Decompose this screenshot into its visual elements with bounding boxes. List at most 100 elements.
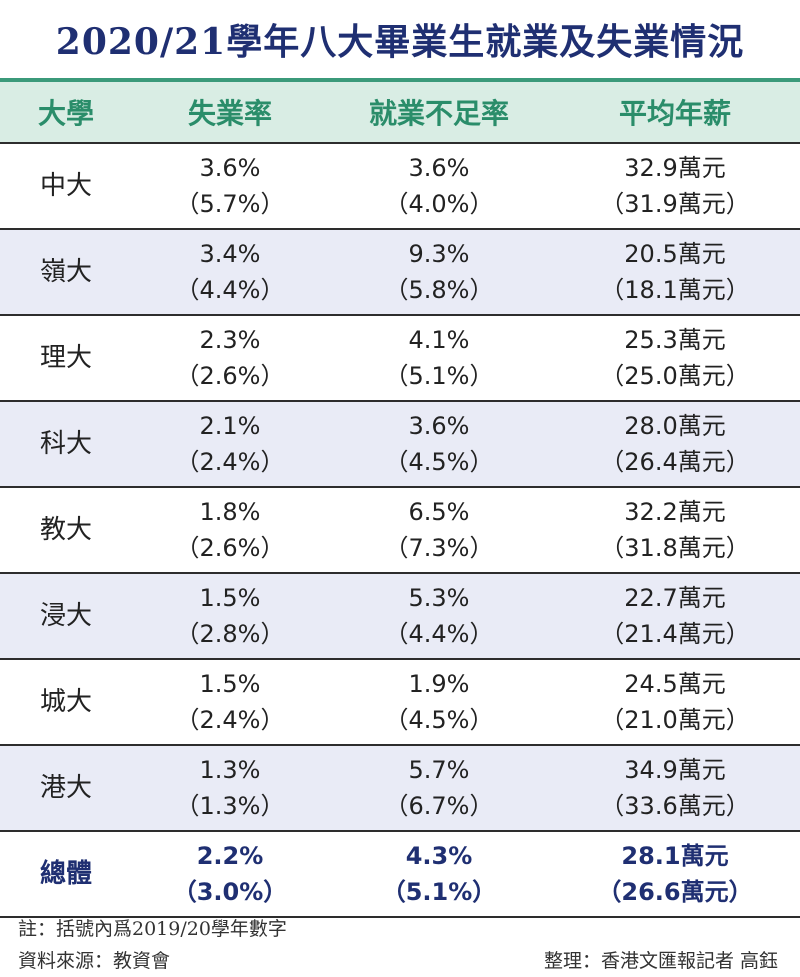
underemployment-cell: 5.3% （4.4%） <box>328 572 550 659</box>
current-value: 1.9% <box>408 670 470 698</box>
salary-cell: 24.5萬元 （21.0萬元） <box>550 658 800 745</box>
previous-value: （2.4%） <box>175 448 285 476</box>
current-value: 34.9萬元 <box>624 756 726 784</box>
underemployment-cell: 6.5% （7.3%） <box>328 486 550 573</box>
university-name: 嶺大 <box>0 228 132 315</box>
previous-value: （2.6%） <box>175 362 285 390</box>
previous-value: （1.3%） <box>175 792 285 820</box>
salary-cell: 28.1萬元 （26.6萬元） <box>550 830 800 918</box>
table-row: 教大 1.8% （2.6%） 6.5% （7.3%） 32.2萬元 （31.8萬元） <box>0 486 800 573</box>
current-value: 32.9萬元 <box>624 154 726 182</box>
previous-value: （4.5%） <box>384 706 494 734</box>
unemployment-cell: 3.4% （4.4%） <box>132 228 328 315</box>
previous-value: （18.1萬元） <box>600 276 750 304</box>
unemployment-cell: 2.3% （2.6%） <box>132 314 328 401</box>
current-value: 25.3萬元 <box>624 326 726 354</box>
current-value: 28.0萬元 <box>624 412 726 440</box>
university-name: 中大 <box>0 142 132 229</box>
current-value: 3.6% <box>408 154 470 182</box>
previous-value: （21.4萬元） <box>600 620 750 648</box>
page-title: 2020/21學年八大畢業生就業及失業情況 <box>55 21 745 63</box>
salary-cell: 34.9萬元 （33.6萬元） <box>550 744 800 831</box>
salary-cell: 20.5萬元 （18.1萬元） <box>550 228 800 315</box>
previous-value: （5.7%） <box>175 190 285 218</box>
underemployment-cell: 4.3% （5.1%） <box>328 830 550 918</box>
previous-value: （4.4%） <box>384 620 494 648</box>
current-value: 5.3% <box>408 584 470 612</box>
current-value: 20.5萬元 <box>624 240 726 268</box>
unemployment-cell: 1.3% （1.3%） <box>132 744 328 831</box>
university-name: 科大 <box>0 400 132 487</box>
current-value: 5.7% <box>408 756 470 784</box>
underemployment-cell: 4.1% （5.1%） <box>328 314 550 401</box>
current-value: 1.5% <box>199 584 261 612</box>
underemployment-cell: 5.7% （6.7%） <box>328 744 550 831</box>
current-value: 1.3% <box>199 756 261 784</box>
salary-cell: 32.2萬元 （31.8萬元） <box>550 486 800 573</box>
previous-value: （2.8%） <box>175 620 285 648</box>
unemployment-cell: 1.5% （2.4%） <box>132 658 328 745</box>
previous-value: （31.8萬元） <box>600 534 750 562</box>
university-name: 教大 <box>0 486 132 573</box>
underemployment-cell: 1.9% （4.5%） <box>328 658 550 745</box>
current-value: 6.5% <box>408 498 470 526</box>
underemployment-cell: 9.3% （5.8%） <box>328 228 550 315</box>
previous-value: （6.7%） <box>384 792 494 820</box>
previous-value: （5.1%） <box>384 362 494 390</box>
underemployment-cell: 3.6% （4.0%） <box>328 142 550 229</box>
source-note: 資料來源：教資會 <box>18 950 171 972</box>
current-value: 3.6% <box>408 412 470 440</box>
table-row: 理大 2.3% （2.6%） 4.1% （5.1%） 25.3萬元 （25.0萬元） <box>0 314 800 401</box>
current-value: 22.7萬元 <box>624 584 726 612</box>
header-underemployment-rate: 就業不足率 <box>328 82 550 143</box>
university-name: 港大 <box>0 744 132 831</box>
salary-cell: 25.3萬元 （25.0萬元） <box>550 314 800 401</box>
header-university: 大學 <box>0 82 132 143</box>
bracket-note: 註：括號內爲2019/20學年數字 <box>18 918 287 940</box>
previous-value: （31.9萬元） <box>600 190 750 218</box>
salary-cell: 32.9萬元 （31.9萬元） <box>550 142 800 229</box>
previous-value: （2.6%） <box>175 534 285 562</box>
table-row: 中大 3.6% （5.7%） 3.6% （4.0%） 32.9萬元 （31.9萬元） <box>0 142 800 229</box>
previous-value: （4.5%） <box>384 448 494 476</box>
title-divider <box>0 78 800 82</box>
previous-value: （4.0%） <box>384 190 494 218</box>
university-name: 浸大 <box>0 572 132 659</box>
previous-value: （4.4%） <box>175 276 285 304</box>
footnotes: 註：括號內爲2019/20學年數字 資料來源：教資會 整理：香港文匯報記者 高鈺 <box>0 912 800 977</box>
current-value: 2.1% <box>199 412 261 440</box>
university-name: 城大 <box>0 658 132 745</box>
current-value: 4.3% <box>405 842 473 870</box>
table-row: 嶺大 3.4% （4.4%） 9.3% （5.8%） 20.5萬元 （18.1萬元） <box>0 228 800 315</box>
current-value: 1.8% <box>199 498 261 526</box>
table-row: 港大 1.3% （1.3%） 5.7% （6.7%） 34.9萬元 （33.6萬元） <box>0 744 800 831</box>
table-row: 科大 2.1% （2.4%） 3.6% （4.5%） 28.0萬元 （26.4萬元） <box>0 400 800 487</box>
salary-cell: 22.7萬元 （21.4萬元） <box>550 572 800 659</box>
previous-value: （5.8%） <box>384 276 494 304</box>
current-value: 1.5% <box>199 670 261 698</box>
table-row: 城大 1.5% （2.4%） 1.9% （4.5%） 24.5萬元 （21.0萬元） <box>0 658 800 745</box>
header-unemployment-rate: 失業率 <box>132 82 328 143</box>
current-value: 2.2% <box>196 842 264 870</box>
current-value: 9.3% <box>408 240 470 268</box>
header-row: 大學 失業率 就業不足率 平均年薪 <box>0 82 800 143</box>
university-name: 總體 <box>0 830 132 918</box>
university-name: 理大 <box>0 314 132 401</box>
previous-value: （33.6萬元） <box>600 792 750 820</box>
previous-value: （3.0%） <box>172 878 288 906</box>
current-value: 3.4% <box>199 240 261 268</box>
previous-value: （26.4萬元） <box>600 448 750 476</box>
previous-value: （21.0萬元） <box>600 706 750 734</box>
unemployment-cell: 1.5% （2.8%） <box>132 572 328 659</box>
previous-value: （5.1%） <box>381 878 497 906</box>
current-value: 24.5萬元 <box>624 670 726 698</box>
unemployment-cell: 2.1% （2.4%） <box>132 400 328 487</box>
previous-value: （2.4%） <box>175 706 285 734</box>
salary-cell: 28.0萬元 （26.4萬元） <box>550 400 800 487</box>
previous-value: （7.3%） <box>384 534 494 562</box>
current-value: 32.2萬元 <box>624 498 726 526</box>
current-value: 4.1% <box>408 326 470 354</box>
unemployment-cell: 3.6% （5.7%） <box>132 142 328 229</box>
underemployment-cell: 3.6% （4.5%） <box>328 400 550 487</box>
current-value: 2.3% <box>199 326 261 354</box>
